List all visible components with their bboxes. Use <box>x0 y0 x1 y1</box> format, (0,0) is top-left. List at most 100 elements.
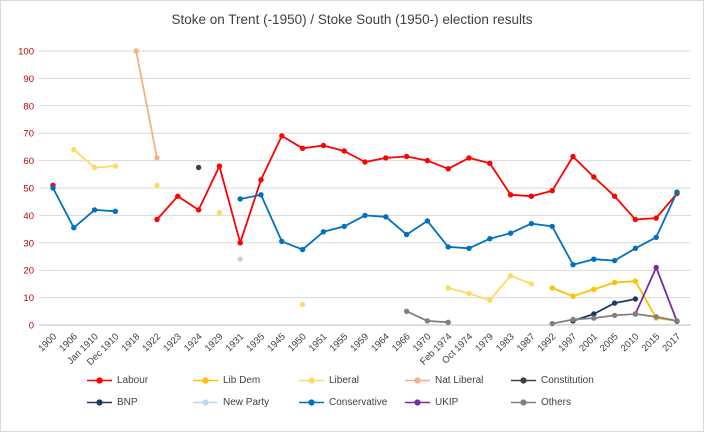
y-axis-tick-label: 0 <box>29 321 34 332</box>
data-point-conservative <box>258 192 264 198</box>
data-point-labour <box>653 215 659 221</box>
data-point-labour <box>216 163 223 169</box>
data-point-labour <box>362 159 368 165</box>
legend-item-conservative: Conservative <box>299 395 405 410</box>
x-axis-tick-label: 1959 <box>348 331 371 354</box>
series-line-others <box>405 310 678 325</box>
legend-item-lib-dem: Lib Dem <box>193 373 299 388</box>
data-point-labour <box>632 216 639 223</box>
legend-label: New Party <box>223 397 270 408</box>
legend-item-ukip: UKIP <box>405 395 511 410</box>
x-axis-tick-label: 1950 <box>286 331 309 354</box>
chart-title: Stoke on Trent (-1950) / Stoke South (19… <box>171 12 533 27</box>
y-axis-tick-label: 30 <box>23 238 34 249</box>
data-point-nat-liberal <box>133 48 139 54</box>
series-line-lib-dem <box>551 280 678 322</box>
x-axis-tick-label: 1922 <box>140 331 163 354</box>
data-point-lib-dem <box>570 293 576 299</box>
legend-item-new-party: New Party <box>193 395 299 410</box>
x-axis-tick-label: 2010 <box>619 331 642 354</box>
data-point-others <box>403 308 410 314</box>
data-point-liberal <box>112 163 119 169</box>
data-point-conservative <box>383 214 389 220</box>
data-point-conservative <box>528 220 535 227</box>
data-point-labour <box>507 192 514 198</box>
data-point-conservative <box>237 196 243 202</box>
x-axis-tick-label: 1931 <box>224 331 247 354</box>
y-axis-tick-label: 40 <box>23 211 34 222</box>
data-point-liberal <box>487 297 493 303</box>
data-point-conservative <box>279 238 285 245</box>
data-point-conservative <box>50 185 56 191</box>
legend-label: BNP <box>117 397 138 408</box>
data-point-labour <box>195 207 202 213</box>
legend-marker-icon <box>299 399 324 406</box>
x-axis-tick-label: 2015 <box>640 331 663 354</box>
data-point-liberal <box>91 164 98 171</box>
data-point-liberal <box>466 290 472 297</box>
data-point-new-party <box>237 256 243 262</box>
legend-label: UKIP <box>435 397 459 408</box>
x-axis-tick-label: 1924 <box>182 331 205 354</box>
x-axis-tick-label: 1964 <box>369 331 392 354</box>
legend-label: Conservative <box>329 397 388 408</box>
legend-marker-icon <box>511 399 536 406</box>
legend-label: Liberal <box>329 375 360 386</box>
legend-marker-icon <box>405 377 430 384</box>
data-point-conservative <box>341 223 347 230</box>
x-axis-tick-label: 1992 <box>536 331 559 354</box>
data-point-labour <box>611 193 618 199</box>
y-axis-tick-label: 10 <box>23 293 34 304</box>
y-axis-tick-label: 80 <box>23 101 34 112</box>
x-axis-tick-label: 1979 <box>473 331 496 354</box>
y-axis-tick-label: 50 <box>23 184 34 195</box>
data-point-lib-dem <box>549 285 555 291</box>
data-point-conservative <box>403 231 410 238</box>
data-point-liberal <box>528 281 535 287</box>
data-point-labour <box>258 177 264 183</box>
data-point-others <box>611 312 618 319</box>
data-point-ukip <box>653 264 659 271</box>
series-line-nat-liberal <box>135 50 158 159</box>
x-axis-tick-label: 1983 <box>494 331 517 354</box>
y-axis-tick-label: 70 <box>23 129 34 140</box>
data-point-others <box>549 320 555 327</box>
y-axis-tick-label: 20 <box>23 266 34 277</box>
series-line-conservative <box>52 187 678 266</box>
legend-marker-icon <box>193 399 218 406</box>
data-point-labour <box>175 193 181 199</box>
y-axis-tick-label: 60 <box>23 156 34 167</box>
legend-label: Nat Liberal <box>435 375 484 386</box>
legend-marker-icon <box>87 399 112 406</box>
data-point-conservative <box>632 245 639 251</box>
data-point-conservative <box>320 229 327 235</box>
data-point-conservative <box>299 246 306 253</box>
data-point-constitution <box>195 164 202 171</box>
data-point-labour <box>424 157 431 164</box>
data-point-labour <box>528 193 535 199</box>
legend-label: Constitution <box>541 375 594 386</box>
data-point-labour <box>320 142 327 149</box>
x-axis-tick-label: 1923 <box>161 331 184 354</box>
data-point-conservative <box>112 208 119 214</box>
data-point-labour <box>570 153 576 160</box>
data-point-conservative <box>71 225 77 231</box>
data-point-others <box>653 314 659 320</box>
data-point-conservative <box>487 236 493 242</box>
data-point-others <box>424 318 431 324</box>
legend-marker-icon <box>193 377 218 384</box>
x-axis-tick-label: 2005 <box>598 331 621 354</box>
data-point-conservative <box>424 218 431 224</box>
data-point-liberal <box>216 210 223 216</box>
data-point-labour <box>591 174 597 180</box>
data-point-conservative <box>570 262 576 268</box>
data-point-bnp <box>591 311 597 317</box>
data-point-lib-dem <box>611 279 618 286</box>
data-point-labour <box>279 133 285 139</box>
legend-item-others: Others <box>511 395 617 410</box>
data-point-labour <box>487 160 493 166</box>
legend-item-labour: Labour <box>87 373 193 388</box>
x-axis-tick-label: 1935 <box>244 331 267 354</box>
x-axis-tick-label: 1929 <box>203 331 226 354</box>
